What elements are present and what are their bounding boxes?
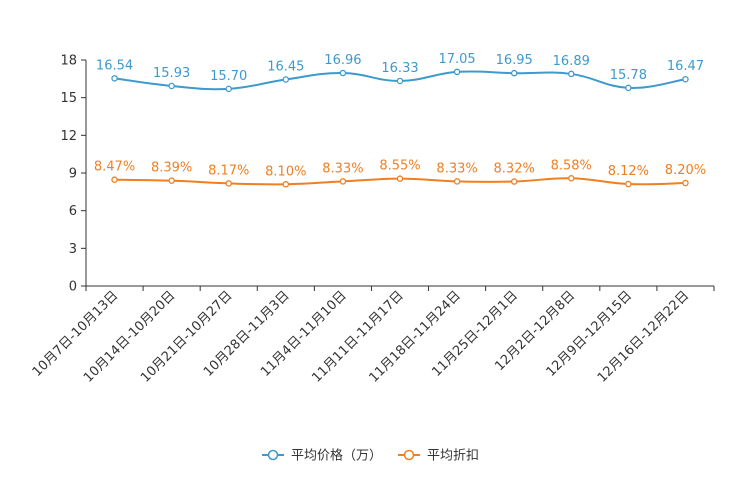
data-label: 15.93 (153, 66, 190, 81)
data-point[interactable] (282, 76, 290, 83)
data-point[interactable] (453, 68, 461, 76)
data-point[interactable] (111, 176, 118, 183)
data-label: 17.05 (438, 52, 475, 67)
series-layer: 16.54 15.93 15.70 16.45 16.96 16.33 17.05 16.95… (94, 52, 706, 188)
legend[interactable]: 平均价格（万） 平均折扣 (262, 448, 479, 464)
data-label: 8.39% (151, 161, 192, 176)
data-point[interactable] (168, 82, 175, 90)
data-label: 8.10% (265, 164, 306, 179)
axes: 036912151810月7日-10月13日10月14日-10月20日10月21… (30, 54, 715, 386)
data-point[interactable] (339, 178, 347, 185)
data-point[interactable] (396, 77, 404, 85)
data-label: 8.55% (379, 159, 420, 174)
data-label: 16.47 (667, 59, 704, 74)
data-point[interactable] (225, 180, 232, 187)
legend-item-1[interactable]: 平均折扣 (398, 449, 479, 464)
data-label: 8.20% (665, 163, 706, 178)
data-point[interactable] (282, 181, 290, 188)
data-label: 16.54 (96, 58, 133, 73)
data-label: 16.95 (496, 53, 533, 68)
data-point[interactable] (339, 69, 347, 77)
legend-label: 平均价格（万） (291, 448, 382, 464)
data-point[interactable] (168, 177, 175, 184)
y-tick-label: 15 (60, 91, 77, 106)
y-tick-label: 6 (69, 204, 77, 219)
data-label: 15.78 (610, 68, 647, 83)
y-tick-label: 0 (69, 280, 77, 295)
data-point[interactable] (568, 175, 575, 182)
data-point[interactable] (225, 85, 232, 93)
data-label: 8.17% (208, 163, 249, 178)
data-label: 8.12% (608, 164, 649, 179)
data-point[interactable] (625, 84, 632, 92)
data-label: 16.96 (324, 53, 361, 68)
data-label: 8.33% (322, 161, 363, 176)
data-point[interactable] (111, 75, 118, 82)
data-label: 16.45 (267, 59, 304, 74)
data-label: 15.70 (210, 69, 247, 84)
data-label: 16.33 (381, 61, 418, 76)
data-point[interactable] (510, 178, 518, 185)
data-point[interactable] (682, 75, 689, 83)
data-point[interactable] (510, 69, 518, 77)
series-0: 16.54 15.93 15.70 16.45 16.96 16.33 17.05 16.95… (96, 52, 704, 93)
y-tick-label: 18 (60, 54, 77, 69)
legend-item-0[interactable]: 平均价格（万） (262, 448, 382, 464)
y-tick-label: 9 (69, 167, 77, 182)
data-point[interactable] (625, 180, 632, 188)
y-tick-label: 3 (69, 242, 77, 257)
data-label: 8.33% (436, 161, 477, 176)
data-label: 8.58% (551, 158, 592, 173)
data-point[interactable] (396, 175, 404, 182)
series-1: 8.47% 8.39% 8.17% 8.10% 8.33% 8.55% 8.33% 8.32%… (94, 158, 706, 188)
legend-marker-icon (267, 449, 279, 461)
legend-label: 平均折扣 (427, 449, 479, 464)
data-point[interactable] (453, 178, 461, 185)
data-point[interactable] (682, 179, 689, 187)
legend-marker-icon (403, 449, 415, 461)
data-label: 8.47% (94, 160, 135, 175)
y-tick-label: 12 (60, 129, 77, 144)
data-point[interactable] (568, 70, 575, 78)
data-label: 8.32% (494, 162, 535, 177)
data-label: 16.89 (553, 54, 590, 69)
